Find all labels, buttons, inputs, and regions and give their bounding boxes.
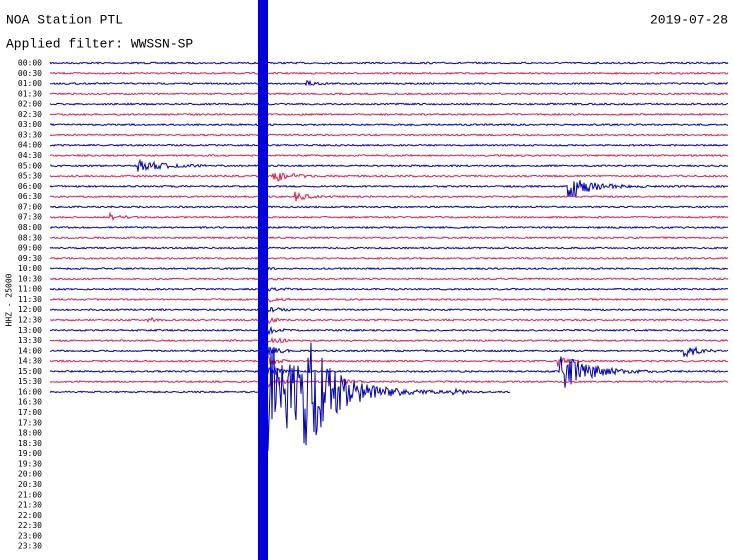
time-label: 22:00 bbox=[18, 511, 42, 520]
time-label: 17:00 bbox=[18, 408, 42, 417]
time-label: 15:00 bbox=[18, 367, 42, 376]
trace bbox=[49, 211, 729, 222]
trace bbox=[49, 336, 511, 451]
trace bbox=[49, 256, 728, 261]
trace bbox=[49, 133, 729, 137]
time-label: 11:30 bbox=[18, 295, 42, 304]
time-label: 23:30 bbox=[18, 542, 42, 551]
time-label: 19:30 bbox=[18, 459, 42, 468]
time-label: 05:30 bbox=[18, 172, 42, 181]
time-label: 04:00 bbox=[18, 141, 42, 150]
time-label: 13:30 bbox=[18, 336, 42, 345]
time-label: 16:30 bbox=[18, 398, 42, 407]
time-label: 00:30 bbox=[18, 69, 42, 78]
trace bbox=[49, 123, 729, 127]
trace bbox=[49, 92, 729, 96]
time-label: 01:00 bbox=[18, 79, 42, 88]
trace bbox=[49, 345, 729, 358]
time-label: 02:30 bbox=[18, 110, 42, 119]
time-label: 20:00 bbox=[18, 470, 42, 479]
trace bbox=[50, 293, 729, 303]
time-label: 22:30 bbox=[18, 521, 42, 530]
trace bbox=[49, 373, 729, 389]
trace bbox=[49, 112, 729, 117]
trace bbox=[49, 158, 729, 172]
time-label: 02:00 bbox=[18, 100, 42, 109]
time-label: 14:30 bbox=[18, 357, 42, 366]
station-title: NOA Station PTL bbox=[6, 12, 123, 27]
trace bbox=[49, 276, 729, 282]
time-label: 14:00 bbox=[18, 346, 42, 355]
time-label: 18:00 bbox=[18, 429, 42, 438]
trace bbox=[49, 236, 729, 240]
trace bbox=[49, 102, 729, 106]
time-label: 09:30 bbox=[18, 254, 42, 263]
traces bbox=[49, 61, 729, 451]
trace bbox=[49, 205, 729, 209]
date: 2019-07-28 bbox=[650, 12, 728, 27]
time-label: 03:30 bbox=[18, 130, 42, 139]
trace bbox=[49, 71, 729, 75]
time-label: 16:00 bbox=[18, 387, 42, 396]
time-label: 11:00 bbox=[18, 285, 42, 294]
trace bbox=[49, 246, 729, 250]
time-label: 20:30 bbox=[18, 480, 42, 489]
time-label: 07:30 bbox=[18, 213, 42, 222]
trace bbox=[50, 316, 729, 326]
trace bbox=[49, 356, 729, 388]
time-label: 04:30 bbox=[18, 151, 42, 160]
saturated-trace bbox=[258, 0, 268, 560]
time-label: 19:00 bbox=[18, 449, 42, 458]
trace bbox=[49, 172, 729, 182]
time-label: 06:00 bbox=[18, 182, 42, 191]
filter-label: Applied filter: WWSSN-SP bbox=[6, 36, 193, 51]
trace bbox=[49, 286, 728, 293]
time-label: 10:30 bbox=[18, 274, 42, 283]
time-label: 21:30 bbox=[18, 501, 42, 510]
trace bbox=[49, 354, 729, 367]
trace bbox=[49, 191, 729, 202]
time-label: 23:00 bbox=[18, 531, 42, 540]
trace bbox=[49, 335, 729, 347]
trace bbox=[49, 325, 729, 336]
time-label: 10:00 bbox=[18, 264, 42, 273]
time-label: 06:30 bbox=[18, 192, 42, 201]
trace bbox=[49, 153, 729, 158]
time-label: 21:00 bbox=[18, 490, 42, 499]
time-label: 12:30 bbox=[18, 316, 42, 325]
time-label: 12:00 bbox=[18, 305, 42, 314]
time-label: 18:30 bbox=[18, 439, 42, 448]
time-label: 00:00 bbox=[18, 59, 42, 68]
trace bbox=[49, 306, 728, 313]
time-label: 01:30 bbox=[18, 89, 42, 98]
time-label: 15:30 bbox=[18, 377, 42, 386]
time-label: 03:00 bbox=[18, 120, 42, 129]
trace bbox=[50, 79, 729, 87]
trace bbox=[49, 266, 729, 271]
time-label: 09:00 bbox=[18, 244, 42, 253]
time-label: 17:30 bbox=[18, 418, 42, 427]
time-label: 05:00 bbox=[18, 161, 42, 170]
trace bbox=[49, 143, 729, 147]
trace bbox=[49, 225, 729, 230]
time-label: 13:00 bbox=[18, 326, 42, 335]
trace bbox=[49, 61, 729, 65]
channel-label: HHZ - 25000 bbox=[5, 273, 14, 326]
trace bbox=[49, 180, 729, 198]
time-label: 08:00 bbox=[18, 223, 42, 232]
time-label: 08:30 bbox=[18, 233, 42, 242]
time-label: 07:00 bbox=[18, 202, 42, 211]
